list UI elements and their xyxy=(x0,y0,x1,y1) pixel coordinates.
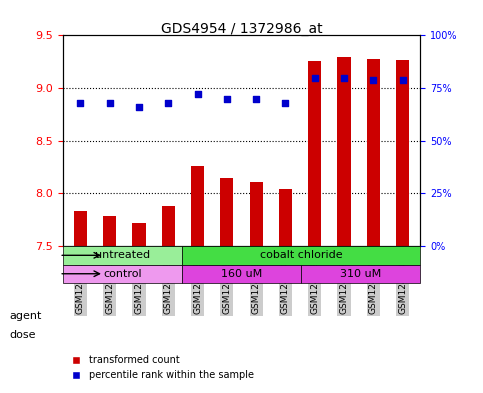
Point xyxy=(399,77,407,83)
Bar xyxy=(191,166,204,246)
Text: control: control xyxy=(103,269,142,279)
Bar xyxy=(220,178,233,246)
Point xyxy=(223,95,231,102)
Bar xyxy=(74,211,87,246)
Bar xyxy=(182,264,301,283)
Point xyxy=(311,74,319,81)
Bar xyxy=(182,246,420,264)
Bar xyxy=(63,264,182,283)
Point xyxy=(282,100,289,106)
Bar xyxy=(396,60,409,246)
Bar xyxy=(301,264,420,283)
Text: agent: agent xyxy=(10,311,42,321)
Point xyxy=(252,95,260,102)
Text: dose: dose xyxy=(10,330,36,340)
Point xyxy=(194,91,201,97)
Bar xyxy=(63,246,182,264)
Text: 310 uM: 310 uM xyxy=(340,269,381,279)
Bar xyxy=(162,206,175,246)
Point xyxy=(340,74,348,81)
Point xyxy=(106,100,114,106)
Bar xyxy=(103,215,116,246)
Bar xyxy=(132,223,145,246)
Point xyxy=(369,77,377,83)
Legend: transformed count, percentile rank within the sample: transformed count, percentile rank withi… xyxy=(68,352,258,384)
Text: cobalt chloride: cobalt chloride xyxy=(260,250,342,260)
Bar xyxy=(338,57,351,246)
Point xyxy=(76,100,84,106)
Text: untreated: untreated xyxy=(95,250,150,260)
Text: 160 uM: 160 uM xyxy=(221,269,262,279)
Bar xyxy=(279,189,292,246)
Bar xyxy=(250,182,263,246)
Point xyxy=(135,104,143,110)
Point xyxy=(164,100,172,106)
Bar xyxy=(308,61,321,246)
Text: GDS4954 / 1372986_at: GDS4954 / 1372986_at xyxy=(161,22,322,36)
Bar xyxy=(367,59,380,246)
